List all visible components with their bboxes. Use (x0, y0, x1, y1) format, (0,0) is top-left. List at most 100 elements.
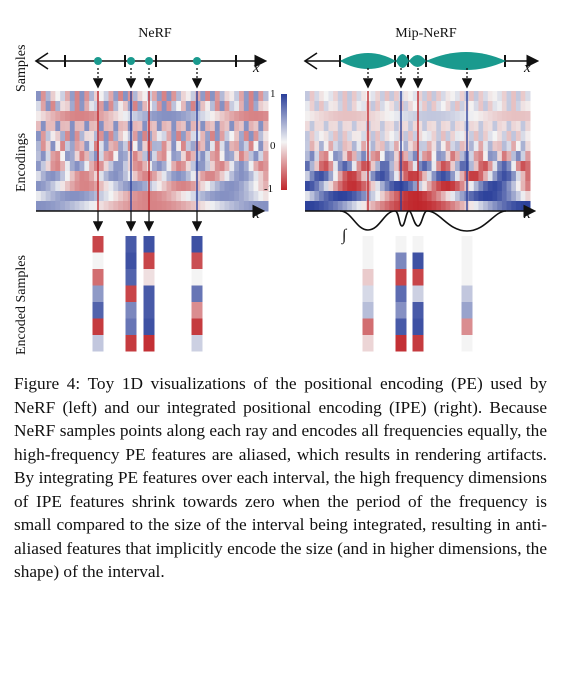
heatmap-cell (98, 121, 105, 132)
heatmap-cell (113, 91, 119, 102)
heatmap-cell (487, 181, 493, 192)
heatmap-cell (258, 111, 264, 122)
heatmap-cell (214, 91, 221, 102)
heatmap-cell (328, 131, 334, 142)
heatmap-cell (412, 191, 418, 202)
heatmap-cell (370, 111, 376, 122)
heatmap-cell (408, 121, 414, 132)
heatmap-cell (79, 141, 85, 152)
heatmap-cell (118, 181, 124, 192)
heatmap-cell (94, 201, 100, 212)
heatmap-cell (384, 151, 390, 162)
heatmap-cell (361, 191, 367, 202)
heatmap-cell (108, 121, 114, 132)
heatmap-cell (375, 101, 381, 112)
heatmap-cell (69, 131, 76, 142)
heatmap-cell (195, 201, 201, 212)
heatmap-cell (171, 121, 177, 132)
heatmap-cell (84, 151, 90, 162)
heatmap-cell (253, 181, 259, 192)
heatmap-cell (234, 171, 240, 182)
heatmap-cell (258, 151, 264, 162)
heatmap-cell (436, 141, 442, 152)
heatmap-cell (455, 111, 461, 122)
heatmap-cell (142, 121, 148, 132)
heatmap-cell (156, 121, 163, 132)
heatmap-cell (351, 131, 358, 142)
heatmap-cell (440, 191, 447, 202)
heatmap-cell (239, 171, 245, 182)
heatmap-cell (333, 171, 339, 182)
heatmap-cell (69, 171, 76, 182)
heatmap-cell (152, 191, 158, 202)
heatmap-cell (50, 191, 56, 202)
heatmap-cell (142, 111, 148, 122)
heatmap-cell (79, 131, 85, 142)
heatmap-cell (328, 181, 334, 192)
heatmap-cell (342, 161, 348, 172)
heatmap-cell (166, 151, 172, 162)
heatmap-cell (520, 141, 526, 152)
heatmap-cell (426, 191, 433, 202)
heatmap-cell (323, 171, 329, 182)
heatmap-cell (200, 151, 206, 162)
heatmap-cell (455, 121, 461, 132)
heatmap-cell (328, 111, 334, 122)
heatmap-cell (351, 101, 358, 112)
heatmap-cell (205, 151, 211, 162)
heatmap-cell (118, 121, 124, 132)
heatmap-cell (356, 141, 362, 152)
heatmap-cell (94, 131, 100, 142)
heatmap-cell (417, 111, 423, 122)
heatmap-cell (487, 131, 493, 142)
heatmap-cell (408, 201, 414, 212)
heatmap-cell (492, 111, 498, 122)
heatmap-cell (156, 111, 163, 122)
encoding-heatmap-right (305, 91, 531, 212)
heatmap-cell (69, 121, 76, 132)
heatmap-cell (455, 101, 461, 112)
heatmap-cell (234, 91, 240, 102)
heatmap-cell (342, 201, 348, 212)
heatmap-cell (501, 101, 508, 112)
heatmap-cell (132, 121, 138, 132)
heatmap-cell (79, 91, 85, 102)
encoded-cell (92, 252, 104, 269)
heatmap-cell (36, 141, 42, 152)
heatmap-cell (60, 171, 66, 182)
heatmap-cell (98, 151, 105, 162)
heatmap-cell (137, 201, 143, 212)
heatmap-cell (200, 191, 206, 202)
heatmap-cell (478, 201, 484, 212)
heatmap-cell (455, 151, 461, 162)
heatmap-cell (459, 101, 465, 112)
heatmap-cell (132, 131, 138, 142)
heatmap-cell (181, 151, 187, 162)
heatmap-cell (394, 181, 400, 192)
heatmap-cell (342, 121, 348, 132)
heatmap-cell (258, 141, 264, 152)
heatmap-cell (210, 181, 216, 192)
heatmap-cell (440, 131, 447, 142)
heatmap-cell (487, 171, 493, 182)
heatmap-cell (314, 131, 320, 142)
heatmap-cell (515, 181, 522, 192)
heatmap-cell (243, 191, 250, 202)
heatmap-cell (239, 141, 245, 152)
heatmap-cell (171, 151, 177, 162)
heatmap-cell (445, 201, 451, 212)
heatmap-cell (309, 121, 315, 132)
heatmap-cell (440, 101, 447, 112)
heatmap-cell (506, 101, 512, 112)
heatmap-cell (380, 101, 386, 112)
heatmap-cell (89, 101, 95, 112)
heatmap-cell (74, 101, 80, 112)
heatmap-cell (337, 121, 343, 132)
heatmap-cell (305, 171, 311, 182)
heatmap-cell (113, 191, 119, 202)
heatmap-cell (137, 151, 143, 162)
heatmap-cell (45, 181, 51, 192)
heatmap-cell (243, 171, 250, 182)
heatmap-cell (195, 91, 201, 102)
heatmap-cell (219, 201, 225, 212)
